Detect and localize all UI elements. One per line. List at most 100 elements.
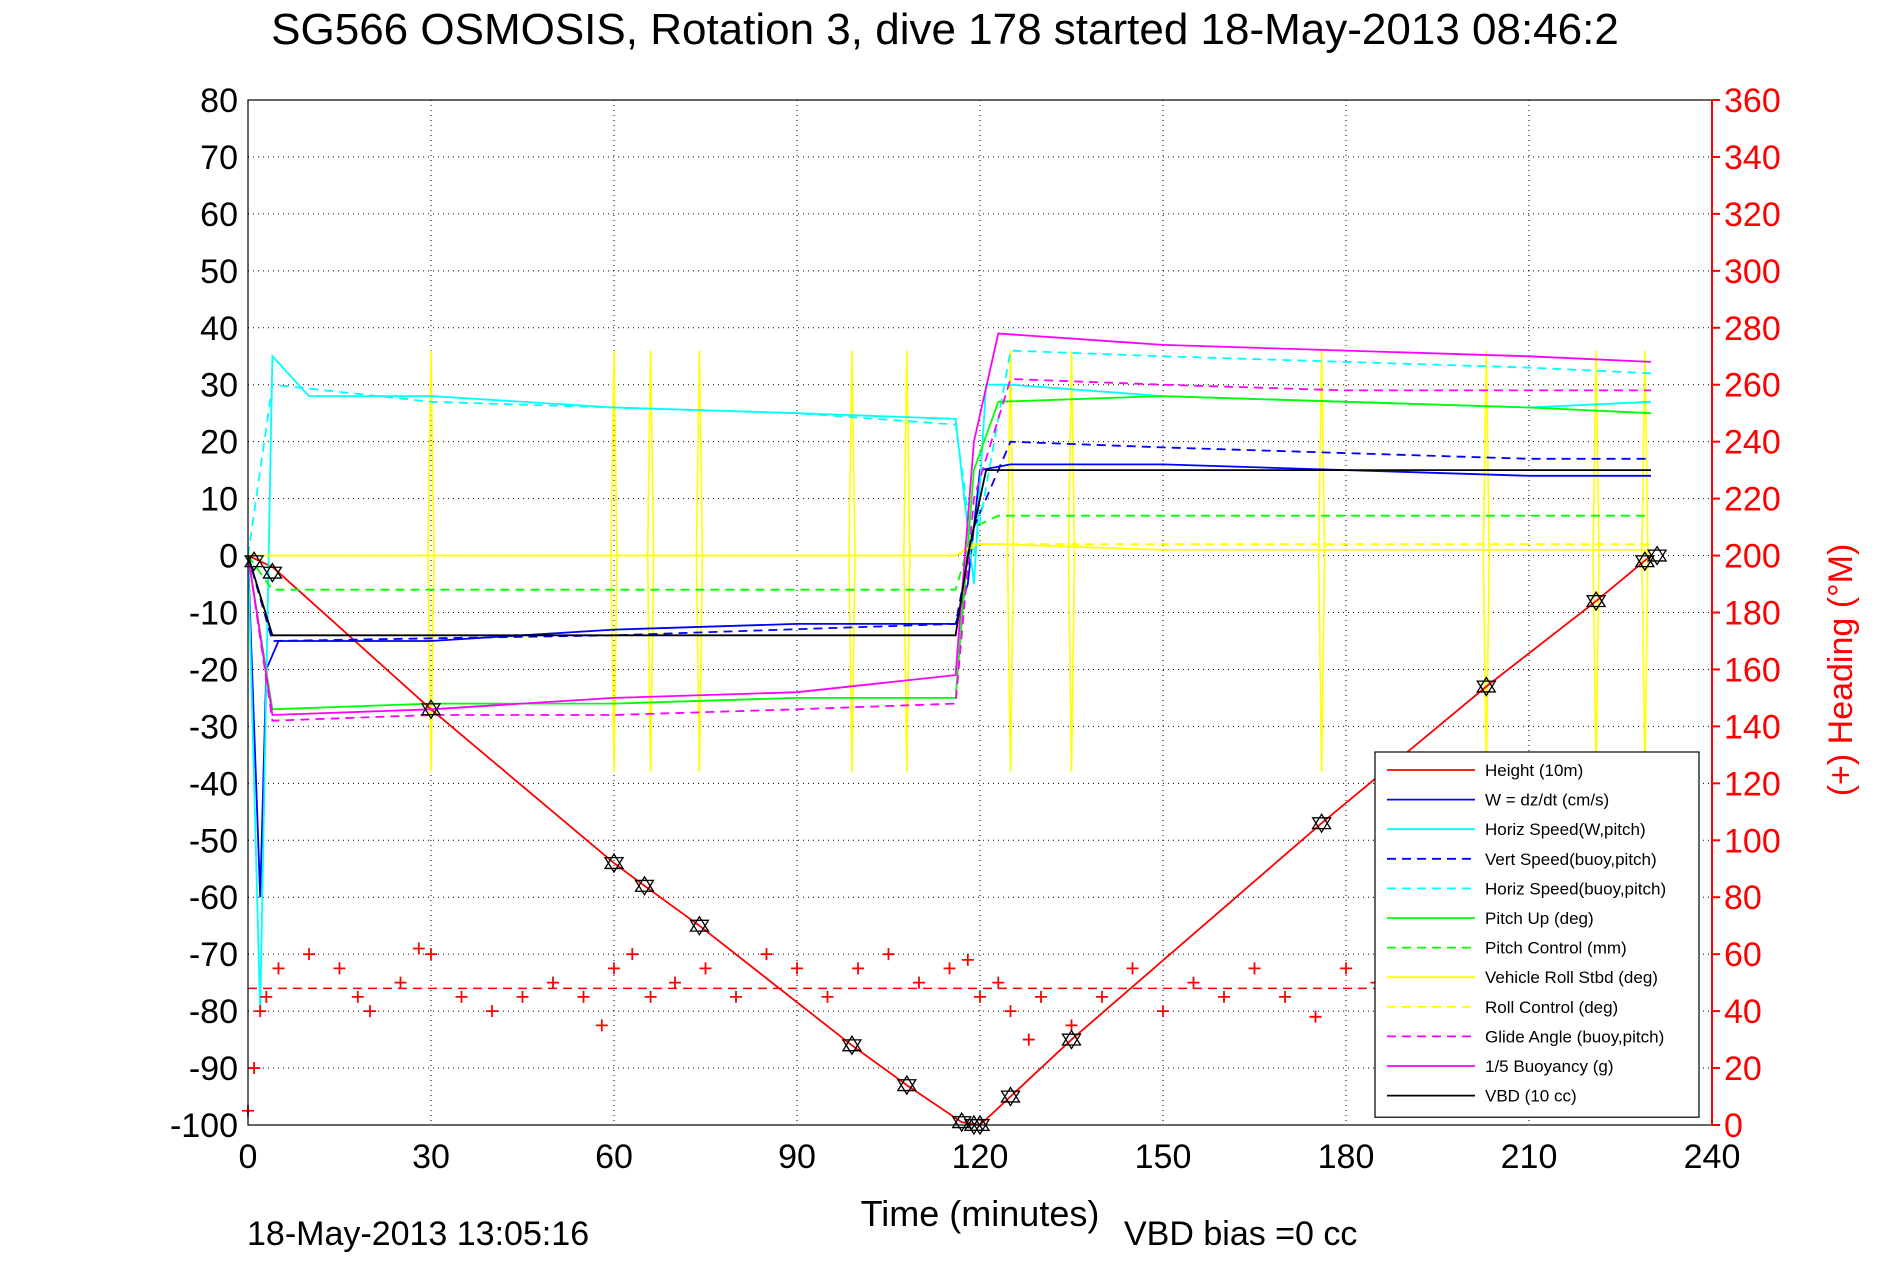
series-line-11 [247, 332, 1652, 716]
heading-point [821, 990, 834, 1003]
series-line-6 [247, 395, 1652, 711]
waypoint-marker [1061, 1029, 1082, 1050]
y-tick-label: -100 [170, 1107, 238, 1145]
waypoint-marker [1476, 676, 1497, 697]
right-tick-label: 20 [1724, 1050, 1762, 1088]
heading-point [669, 976, 681, 989]
roll-spike [1482, 350, 1491, 772]
legend-label: VBD (10 cc) [1485, 1087, 1577, 1106]
heading-point [394, 976, 407, 989]
heading-point [486, 1005, 498, 1018]
heading-point [608, 962, 620, 975]
heading-point [1279, 990, 1291, 1003]
tick-labels: 0 30 60 90 120 150 180 210 24080706050403020100-… [170, 82, 1781, 1176]
heading-point [1248, 962, 1261, 975]
waypoint-marker [603, 852, 625, 874]
right-tick-label: 180 [1724, 595, 1781, 633]
right-tick-label: 120 [1724, 765, 1781, 803]
x-tick-label: 150 [1135, 1138, 1192, 1176]
y-tick-label: 30 [200, 367, 238, 405]
series-line-2 [247, 463, 1651, 898]
legend-label: 1/5 Buoyancy (g) [1485, 1057, 1614, 1076]
heading-point [760, 948, 773, 961]
legend-label: Vert Speed(buoy,pitch) [1485, 850, 1657, 869]
right-tick-label: 240 [1724, 424, 1781, 462]
right-tick-label: 80 [1724, 879, 1762, 917]
right-tick-label: 140 [1724, 708, 1781, 746]
right-tick-label: 0 [1724, 1107, 1743, 1145]
heading-point [1218, 990, 1230, 1003]
heading-point [1340, 962, 1352, 975]
legend-label: Pitch Up (deg) [1485, 909, 1594, 928]
heading-point [882, 948, 895, 961]
heading-point [699, 962, 712, 975]
heading-point [1035, 990, 1047, 1003]
heading-point [730, 990, 742, 1003]
legend-label: Glide Angle (buoy,pitch) [1485, 1027, 1664, 1046]
heading-point [974, 990, 986, 1003]
footer-vbd-bias: VBD bias =0 cc [1124, 1215, 1357, 1253]
heading-point [333, 962, 346, 975]
waypoint-marker [1585, 590, 1607, 612]
heading-point [943, 962, 956, 975]
heading-point [1187, 976, 1200, 989]
heading-point [455, 990, 468, 1003]
heading-point [272, 962, 285, 975]
waypoint-marker [689, 915, 710, 936]
heading-point [412, 942, 425, 955]
series-line-4 [247, 440, 1651, 642]
heading-point [516, 990, 529, 1003]
roll-spike [1317, 350, 1326, 772]
y-tick-label: 60 [200, 196, 238, 234]
heading-point [1157, 1005, 1169, 1018]
heading-point [260, 990, 273, 1003]
heading-point [1126, 962, 1139, 975]
roll-spike [1067, 350, 1076, 772]
heading-point [351, 990, 364, 1003]
right-tick-label: 220 [1724, 481, 1781, 519]
y-tick-label: -70 [189, 936, 238, 974]
x-tick-label: 240 [1684, 1138, 1741, 1176]
waypoint-group [243, 545, 1668, 1136]
series-group [242, 332, 1652, 1126]
x-tick-label: 30 [412, 1138, 450, 1176]
heading-point [1065, 1019, 1078, 1032]
y-tick-label: 10 [200, 481, 238, 519]
right-tick-label: 280 [1724, 310, 1781, 348]
waypoint-marker [1000, 1086, 1021, 1107]
heading-point [1022, 1033, 1035, 1046]
right-tick-label: 160 [1724, 651, 1781, 689]
waypoint-marker [634, 875, 655, 897]
series-line-12 [247, 469, 1651, 637]
chart-title: SG566 OSMOSIS, Rotation 3, dive 178 star… [271, 5, 1619, 54]
heading-point [1004, 1005, 1017, 1018]
heading-point [1309, 1010, 1322, 1023]
right-tick-label: 300 [1724, 253, 1781, 291]
heading-point [644, 990, 657, 1003]
waypoint-marker [420, 699, 442, 720]
heading-point [364, 1005, 376, 1018]
right-tick-label: 260 [1724, 367, 1781, 405]
legend-label: Horiz Speed(buoy,pitch) [1485, 879, 1666, 898]
roll-spike [1006, 350, 1015, 772]
waypoint-marker [1646, 545, 1668, 566]
right-tick-label: 360 [1724, 82, 1781, 120]
right-tick-label: 320 [1724, 196, 1781, 234]
waypoint-marker [262, 562, 283, 583]
heading-point [992, 976, 1005, 989]
heading-point [961, 953, 974, 966]
waypoint-marker [951, 1111, 972, 1133]
series-line-5 [247, 349, 1652, 556]
y-tick-label: -80 [189, 993, 238, 1031]
waypoint-marker [841, 1035, 863, 1056]
heading-point [1096, 990, 1108, 1003]
y-tick-label: -90 [189, 1050, 238, 1088]
right-tick-label: 200 [1724, 538, 1781, 576]
heading-point [595, 1019, 608, 1032]
y-tick-label: -20 [189, 651, 238, 689]
heading-point [248, 1062, 261, 1075]
legend-label: Pitch Control (mm) [1485, 939, 1627, 958]
heading-point [626, 948, 639, 961]
waypoint-marker [243, 551, 265, 572]
legend-box [1374, 751, 1700, 1118]
